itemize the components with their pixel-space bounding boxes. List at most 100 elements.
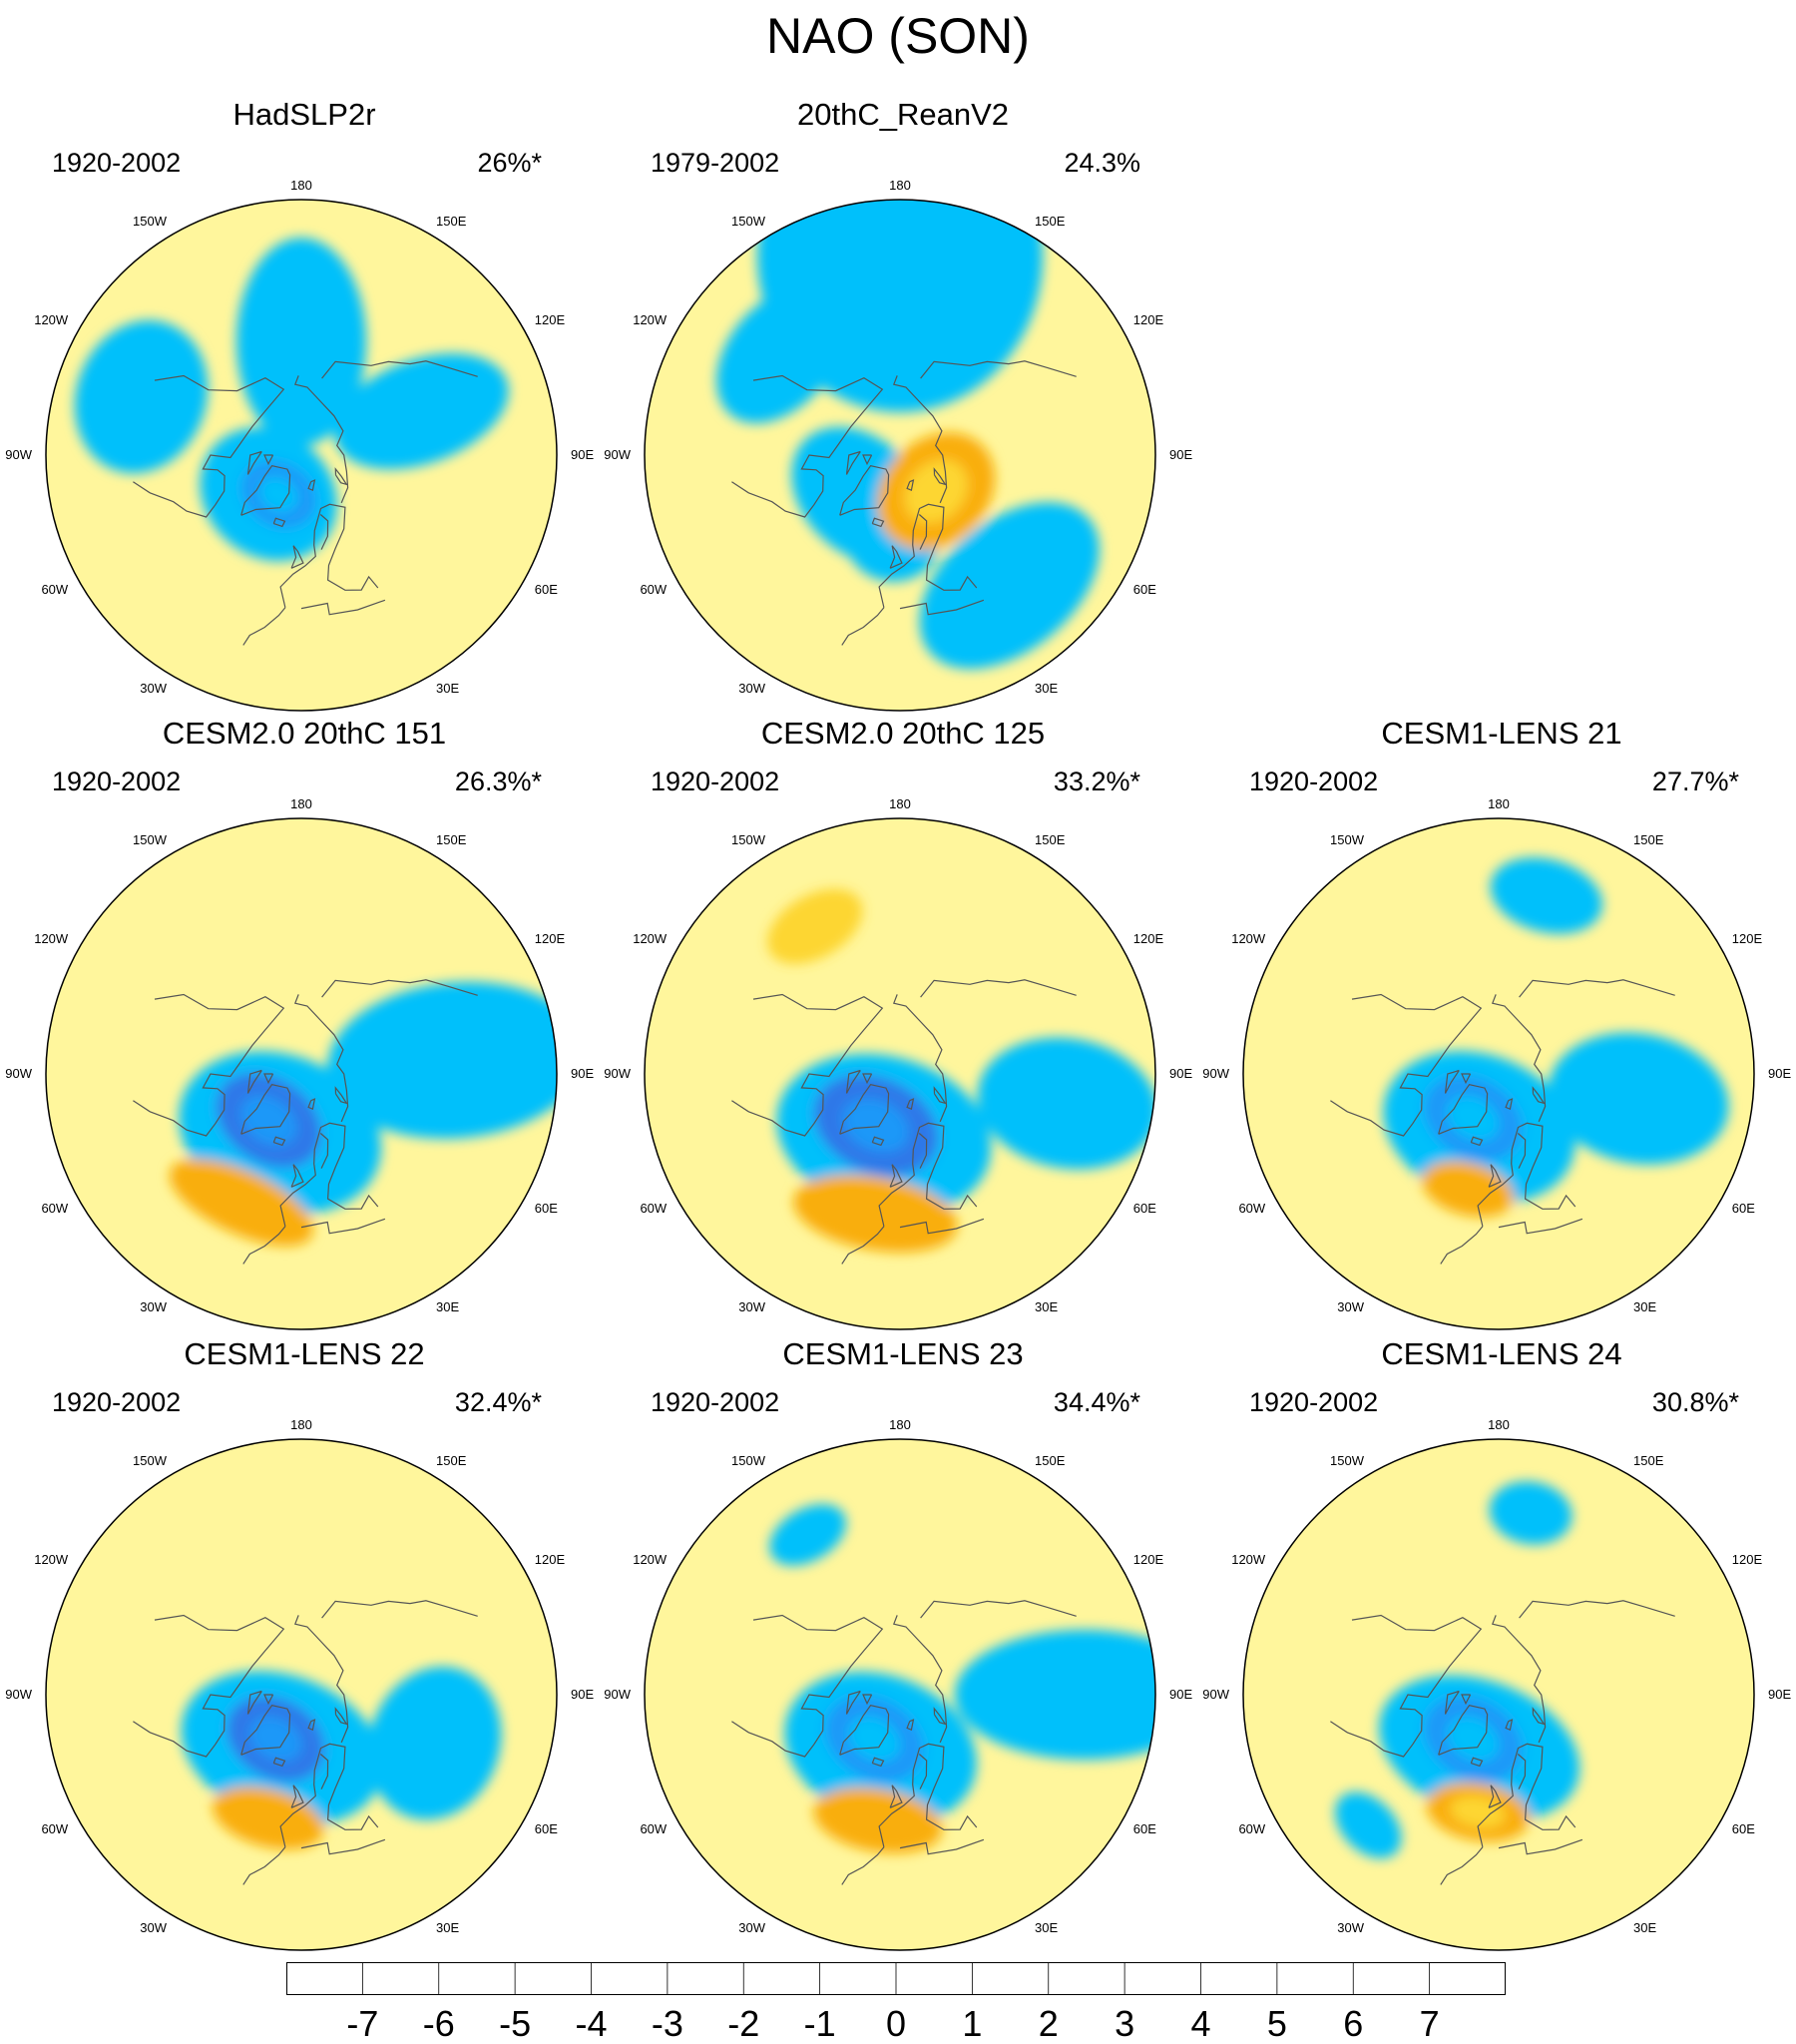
coastline — [933, 1086, 947, 1105]
map-panel-hadslp2r: HadSLP2r 1920-2002 26%* 180 150E 120E 90E 60E 30… — [5, 95, 604, 718]
coastline — [1330, 993, 1483, 1137]
polar-map: 180 150E 120E 90E 60E 30E 0 30W 60W 90W 120W 150W — [1202, 1417, 1791, 1957]
longitude-label: 90W — [5, 1066, 32, 1081]
panel-title: CESM1-LENS 22 — [184, 1336, 425, 1371]
longitude-label: 180 — [290, 178, 312, 193]
coastline — [279, 503, 379, 608]
longitude-label: 30E — [1633, 1299, 1656, 1314]
anomaly-region — [919, 502, 1100, 670]
coastline — [319, 514, 329, 550]
coastline — [892, 1615, 948, 1744]
coastline — [290, 545, 304, 569]
longitude-label: 0 — [896, 1956, 903, 1957]
coastline — [263, 1073, 274, 1085]
longitude-label: 30E — [1633, 1920, 1656, 1935]
longitude-label: 150W — [731, 1453, 766, 1468]
coastline — [1477, 1743, 1576, 1847]
map-border — [1242, 817, 1755, 1330]
longitude-label: 30E — [436, 1299, 459, 1314]
coastline — [906, 1098, 915, 1111]
anomaly-region — [169, 1159, 313, 1247]
coastline — [899, 599, 985, 616]
longitude-label: 150E — [436, 1453, 467, 1468]
longitude-label: 120W — [34, 1552, 69, 1567]
coastline — [246, 1690, 262, 1715]
coastline — [293, 994, 349, 1123]
coastline — [242, 607, 286, 646]
coastline — [899, 1218, 985, 1235]
coastline — [1470, 1136, 1484, 1147]
longitude-label: 120E — [1732, 931, 1763, 946]
longitude-label: 60E — [1133, 1821, 1156, 1836]
panel-title: CESM2.0 20thC 125 — [760, 716, 1046, 751]
anomaly-region — [716, 285, 845, 423]
coastline — [1470, 1757, 1484, 1768]
panel-period: 1979-2002 — [651, 148, 780, 178]
coastline — [272, 1136, 286, 1147]
polar-map: 180 150E 120E 90E 60E 30E 0 30W 60W 90W 120W 150W — [5, 796, 594, 1336]
anomaly-region — [1422, 1161, 1514, 1218]
anomaly-region — [1489, 1481, 1572, 1545]
coastline — [133, 374, 285, 518]
longitude-label: 90E — [1169, 1066, 1192, 1081]
coastline — [1505, 1719, 1514, 1732]
anomaly-region — [813, 1788, 943, 1853]
colorbar-tick-label: 2 — [1038, 2003, 1059, 2044]
longitude-label: 30W — [1337, 1920, 1364, 1935]
colorbar — [286, 1962, 1506, 1995]
colorbar-tick-label: -2 — [727, 2003, 760, 2044]
longitude-label: 120E — [1133, 312, 1164, 327]
longitude-label: 0 — [297, 717, 304, 718]
longitude-label: 60E — [535, 1201, 558, 1216]
coastline — [906, 479, 915, 492]
panel-variance: 26%* — [477, 148, 542, 178]
coastline — [862, 1694, 873, 1706]
longitude-label: 60W — [640, 582, 667, 597]
panel-period: 1920-2002 — [52, 148, 182, 178]
coastline — [300, 1218, 386, 1235]
coastline — [321, 979, 478, 998]
coastline — [1330, 1614, 1483, 1758]
coastline — [1488, 1164, 1502, 1188]
coastline — [892, 994, 948, 1123]
coastline — [1491, 1615, 1547, 1744]
map-panel-cesm2-20thc-125: CESM2.0 20thC 125 1920-2002 33.2%* 180 150E 1… — [604, 714, 1202, 1336]
coastline — [839, 465, 890, 516]
longitude-label: 0 — [1495, 1956, 1502, 1957]
polar-map: 180 150E 120E 90E 60E 30E 0 30W 60W 90W 120W 150W — [604, 178, 1192, 718]
coastline — [731, 993, 884, 1137]
coastline — [263, 454, 274, 466]
longitude-label: 90E — [571, 447, 594, 462]
map-panel-cesm1-lens-22: CESM1-LENS 22 1920-2002 32.4%* 180 150E 120E 9… — [5, 1334, 604, 1957]
coastline — [871, 1757, 885, 1768]
colorbar-tick-label: -5 — [499, 2003, 532, 2044]
longitude-label: 30W — [140, 681, 167, 696]
coastline — [272, 1757, 286, 1768]
longitude-label: 120E — [535, 931, 566, 946]
panel-variance: 26.3%* — [454, 766, 542, 796]
longitude-label: 120W — [633, 312, 668, 327]
panel-title: HadSLP2r — [232, 97, 376, 132]
anomaly-region — [793, 1175, 958, 1253]
longitude-label: 90W — [604, 1687, 631, 1702]
coastline — [1440, 1226, 1484, 1265]
coastline — [300, 1838, 386, 1855]
coastline — [845, 450, 861, 475]
coastline — [1444, 1690, 1460, 1715]
coastline — [133, 993, 285, 1137]
longitude-label: 90E — [1169, 1687, 1192, 1702]
map-border — [644, 817, 1156, 1330]
longitude-label: 90W — [1202, 1066, 1229, 1081]
colorbar-tick-label: -6 — [422, 2003, 455, 2044]
coastline — [307, 1719, 316, 1732]
anomaly-region — [367, 1667, 502, 1820]
coastline — [889, 1785, 903, 1808]
longitude-label: 180 — [290, 1417, 312, 1432]
polar-map: 180 150E 120E 90E 60E 30E 0 30W 60W 90W 120W 150W — [5, 1417, 594, 1957]
coastline — [918, 1754, 928, 1789]
colorbar-tick-label: 1 — [962, 2003, 983, 2044]
map-border — [45, 817, 558, 1330]
coastline — [242, 1226, 286, 1265]
longitude-label: 90W — [1202, 1687, 1229, 1702]
